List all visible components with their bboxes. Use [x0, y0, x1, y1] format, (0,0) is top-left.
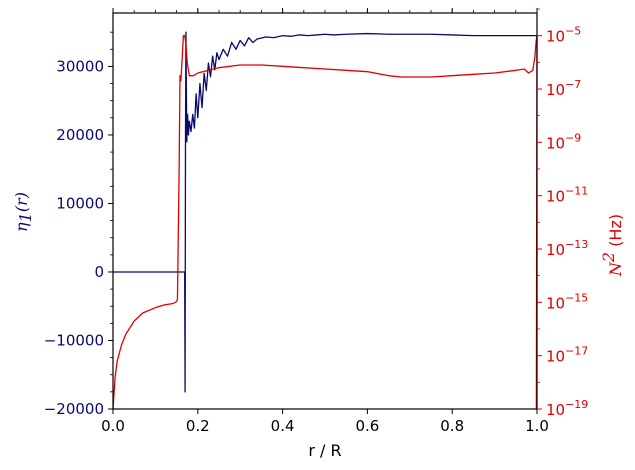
- x-tick-label: 0.6: [355, 417, 379, 435]
- x-axis: 0.0 0.2 0.4 0.6 0.8 1.0: [101, 8, 549, 435]
- y-right-title-sup: 2: [599, 252, 618, 263]
- series-line-right-1: [112, 35, 538, 410]
- series-line-left-0: [113, 31, 537, 393]
- x-tick-label: 0.8: [440, 417, 464, 435]
- plot-lines: [112, 31, 538, 410]
- y-left-axis: −20000 −10000 0 10000 20000 30000: [44, 31, 113, 418]
- y-right-axis-title: N2 (Hz): [599, 214, 625, 277]
- x-tick-label: 0.4: [271, 417, 295, 435]
- y-left-title-arg: (r): [12, 192, 31, 212]
- svg-text:N2 (Hz): N2 (Hz): [599, 214, 625, 277]
- y-left-tick-label: −10000: [44, 331, 104, 349]
- y-left-tick-label: −20000: [44, 400, 104, 418]
- x-axis-title: r / R: [308, 441, 341, 460]
- y-right-tick-label: 10−9: [546, 131, 581, 152]
- y-left-tick-label: 20000: [56, 126, 104, 144]
- y-left-title-main: η: [12, 222, 31, 232]
- svg-text:η1(r): η1(r): [12, 192, 35, 232]
- plot-frame: [112, 12, 538, 410]
- y-left-tick-label: 0: [94, 263, 104, 281]
- y-right-tick-label: 10−15: [546, 291, 588, 312]
- y-right-title-base: N: [606, 261, 625, 277]
- y-right-tick-label: 10−7: [546, 78, 581, 99]
- y-right-tick-label: 10−11: [546, 185, 588, 206]
- y-right-tick-label: 10−19: [546, 398, 588, 419]
- y-right-tick-label: 10−17: [546, 345, 588, 366]
- y-left-tick-label: 10000: [56, 194, 104, 212]
- y-right-title-unit: (Hz): [606, 214, 625, 252]
- y-left-title-subscript: 1: [16, 212, 35, 222]
- y-left-tick-label: 30000: [56, 57, 104, 75]
- y-right-axis: 10−5 10−7 10−9 10−11 10−13 10−15 10−17 10−19: [537, 8, 588, 419]
- y-right-tick-label: 10−13: [546, 238, 588, 259]
- y-right-tick-label: 10−5: [546, 25, 581, 46]
- y-left-axis-title: η1(r): [12, 192, 35, 232]
- x-tick-label: 0.2: [186, 417, 210, 435]
- x-tick-label: 1.0: [525, 417, 549, 435]
- x-tick-label: 0.0: [101, 417, 125, 435]
